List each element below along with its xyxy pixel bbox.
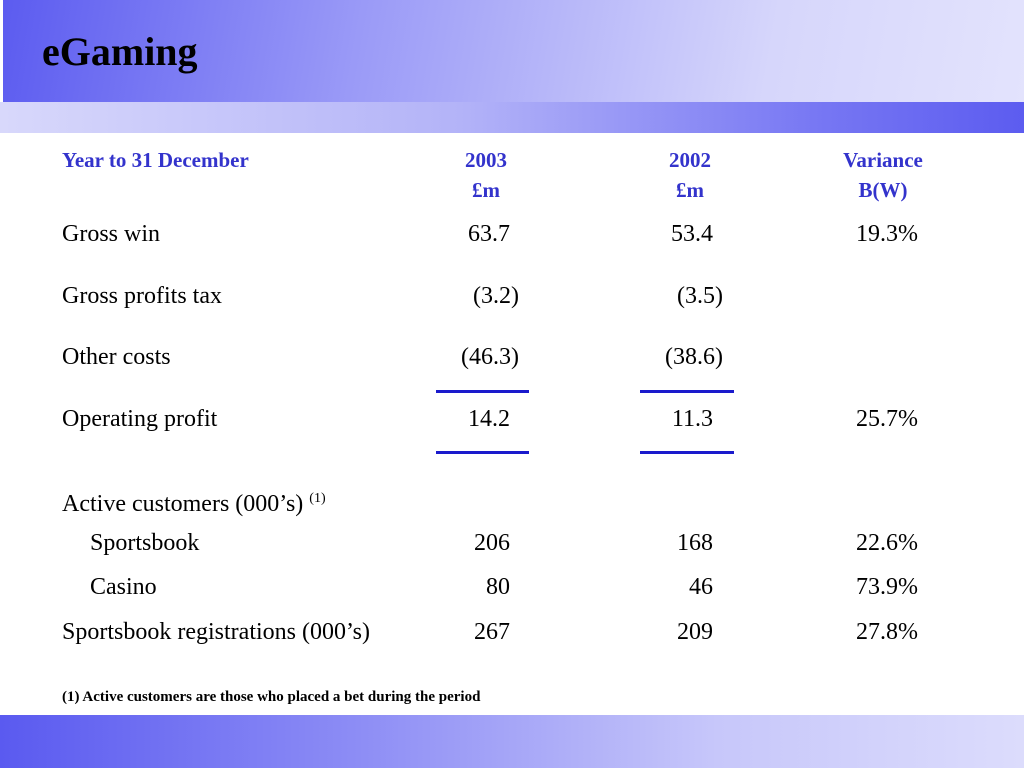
total-rule-2002-bottom bbox=[640, 451, 734, 454]
column-header-2002-year: 2002 bbox=[669, 148, 711, 172]
footnote-marker: (1) bbox=[309, 491, 326, 506]
column-header-2003-year: 2003 bbox=[465, 148, 507, 172]
value-2003: 267 bbox=[474, 619, 510, 645]
value-variance: 27.8% bbox=[856, 619, 918, 645]
value-2002: (3.5) bbox=[677, 283, 723, 309]
value-2003: 63.7 bbox=[468, 221, 510, 247]
value-2002: 168 bbox=[677, 530, 713, 556]
active-customers-label: Active customers (000’s) bbox=[62, 491, 304, 517]
total-rule-2003-bottom bbox=[436, 451, 529, 454]
value-2003: (46.3) bbox=[461, 344, 519, 370]
slide-title: eGaming bbox=[42, 29, 198, 74]
column-header-2003-unit: £m bbox=[472, 178, 500, 202]
table-row-operating-profit: Operating profit 14.2 11.3 25.7% bbox=[0, 404, 1024, 434]
row-label: Gross profits tax bbox=[62, 283, 222, 309]
subtotal-rule-2003-top bbox=[436, 390, 529, 393]
column-header-2003: 2003 £m bbox=[446, 145, 526, 205]
value-2003: 80 bbox=[486, 574, 510, 600]
row-label: Operating profit bbox=[62, 406, 218, 432]
footer-band bbox=[0, 715, 1024, 768]
row-label: Other costs bbox=[62, 344, 171, 370]
value-2003: (3.2) bbox=[473, 283, 519, 309]
row-label: Sportsbook bbox=[90, 530, 200, 556]
table-row-gross-profits-tax: Gross profits tax (3.2) (3.5) bbox=[0, 281, 1024, 311]
value-variance: 73.9% bbox=[856, 574, 918, 600]
table-row-sportsbook-registrations: Sportsbook registrations (000’s) 267 209… bbox=[0, 617, 1024, 647]
column-header-period: Year to 31 December bbox=[62, 145, 249, 175]
row-label: Casino bbox=[90, 574, 157, 600]
column-header-period-label: Year to 31 December bbox=[62, 148, 249, 172]
value-variance: 19.3% bbox=[856, 221, 918, 247]
value-variance: 22.6% bbox=[856, 530, 918, 556]
column-header-variance-unit: B(W) bbox=[858, 178, 908, 202]
table-row-gross-win: Gross win 63.7 53.4 19.3% bbox=[0, 219, 1024, 249]
column-header-variance-title: Variance bbox=[843, 148, 923, 172]
column-header-2002: 2002 £m bbox=[650, 145, 730, 205]
row-label: Sportsbook registrations (000’s) bbox=[62, 619, 370, 645]
value-variance: 25.7% bbox=[856, 406, 918, 432]
header-band bbox=[0, 0, 1024, 102]
table-row-active-customers: Active customers (000’s) (1) bbox=[0, 484, 1024, 517]
column-header-variance: Variance B(W) bbox=[818, 145, 948, 205]
header-stripe bbox=[0, 102, 1024, 133]
value-2003: 14.2 bbox=[468, 406, 510, 432]
row-label: Active customers (000’s) (1) bbox=[62, 484, 326, 519]
table-row-sportsbook: Sportsbook 206 168 22.6% bbox=[0, 528, 1024, 558]
row-label: Gross win bbox=[62, 221, 161, 247]
value-2002: (38.6) bbox=[665, 344, 723, 370]
column-header-2002-unit: £m bbox=[676, 178, 704, 202]
subtotal-rule-2002-top bbox=[640, 390, 734, 393]
table-row-other-costs: Other costs (46.3) (38.6) bbox=[0, 342, 1024, 372]
value-2003: 206 bbox=[474, 530, 510, 556]
value-2002: 209 bbox=[677, 619, 713, 645]
value-2002: 46 bbox=[689, 574, 713, 600]
table-row-casino: Casino 80 46 73.9% bbox=[0, 572, 1024, 602]
footnote: (1) Active customers are those who place… bbox=[62, 689, 481, 705]
value-2002: 53.4 bbox=[671, 221, 713, 247]
value-2002: 11.3 bbox=[671, 406, 713, 432]
